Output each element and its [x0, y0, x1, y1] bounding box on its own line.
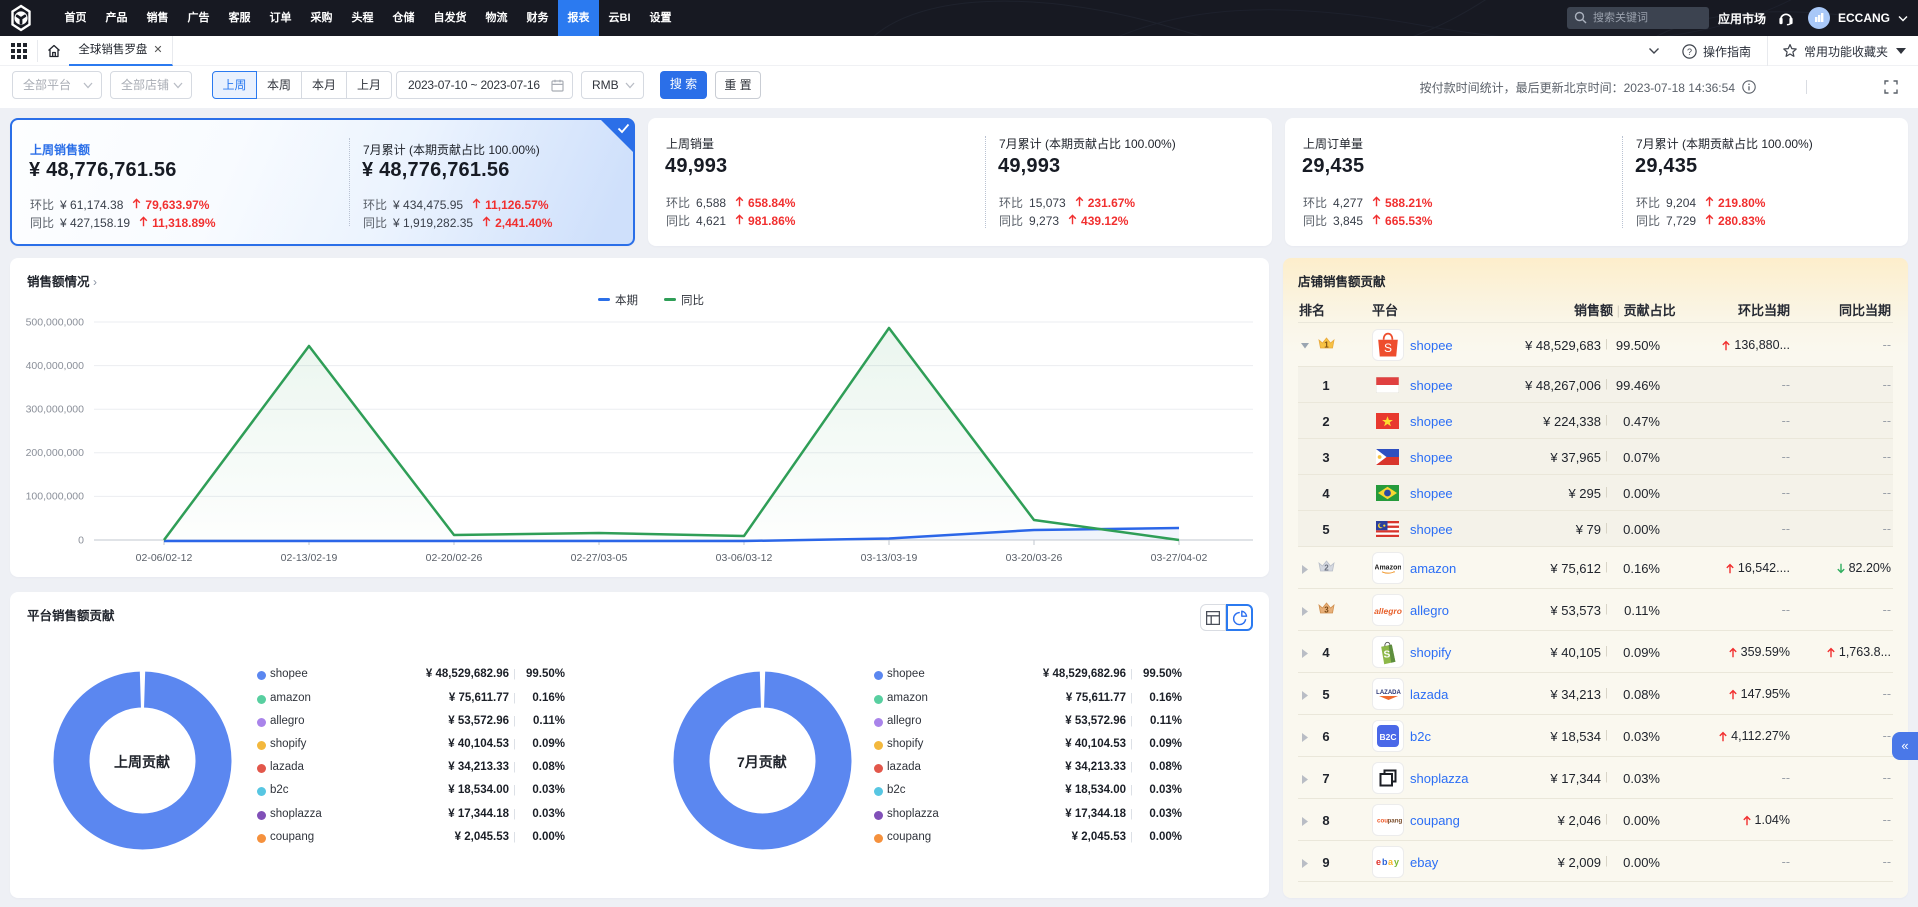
svg-text:cou: cou	[1377, 818, 1388, 825]
svg-text:400,000,000: 400,000,000	[26, 360, 85, 372]
svg-text:y: y	[1394, 857, 1399, 867]
svg-text:03-13/03-19: 03-13/03-19	[861, 552, 918, 564]
svg-text:?: ?	[1687, 46, 1692, 56]
svg-text:1: 1	[1324, 341, 1329, 350]
svg-text:200,000,000: 200,000,000	[26, 447, 85, 459]
svg-text:S: S	[1383, 649, 1391, 660]
svg-text:02-27/03-05: 02-27/03-05	[571, 552, 628, 564]
svg-text:3: 3	[1324, 606, 1329, 615]
svg-text:LAZADA: LAZADA	[1376, 690, 1401, 696]
svg-text:pang: pang	[1387, 818, 1402, 825]
svg-text:allegro: allegro	[1374, 606, 1402, 616]
svg-text:2: 2	[1324, 564, 1329, 573]
svg-text:b: b	[1382, 857, 1388, 867]
svg-text:02-13/02-19: 02-13/02-19	[281, 552, 338, 564]
svg-text:a: a	[1388, 857, 1394, 867]
svg-text:0: 0	[78, 535, 84, 547]
svg-text:同比: 同比	[681, 294, 704, 307]
svg-text:03-20/03-26: 03-20/03-26	[1006, 552, 1063, 564]
svg-text:500,000,000: 500,000,000	[26, 317, 85, 329]
svg-text:300,000,000: 300,000,000	[26, 404, 85, 416]
svg-text:100,000,000: 100,000,000	[26, 491, 85, 503]
svg-text:03-06/03-12: 03-06/03-12	[716, 552, 773, 564]
svg-text:本期: 本期	[615, 293, 638, 307]
svg-text:02-20/02-26: 02-20/02-26	[426, 552, 483, 564]
svg-text:B2C: B2C	[1379, 732, 1396, 742]
svg-text:03-27/04-02: 03-27/04-02	[1151, 552, 1208, 564]
svg-text:e: e	[1376, 857, 1381, 867]
svg-text:02-06/02-12: 02-06/02-12	[136, 552, 193, 564]
svg-text:S: S	[1384, 341, 1392, 355]
svg-text:Amazon: Amazon	[1375, 565, 1401, 572]
